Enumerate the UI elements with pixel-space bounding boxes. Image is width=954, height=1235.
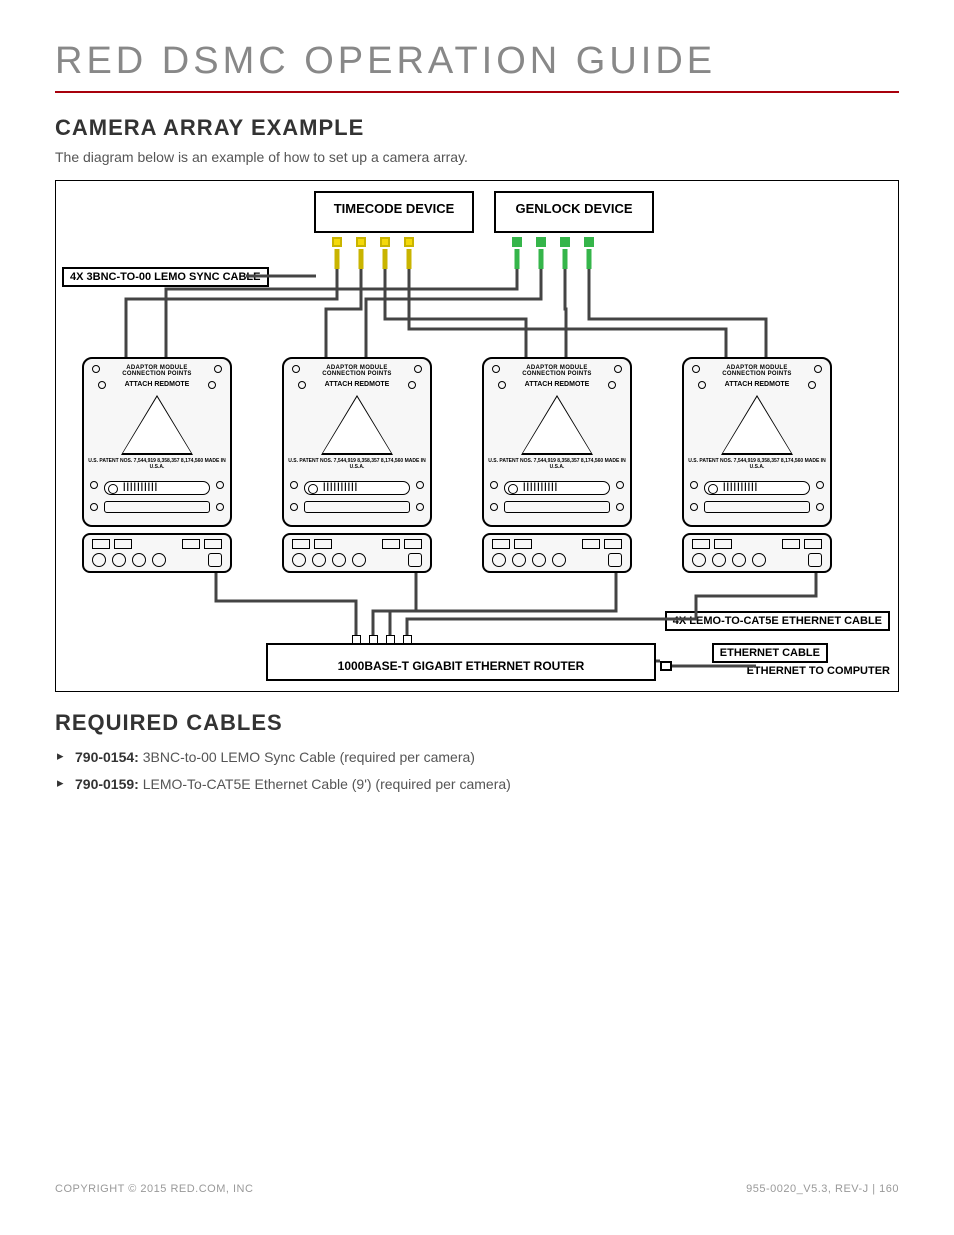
cam-patent-text: U.S. PATENT NOS. 7,544,919 8,358,357 8,1…	[684, 459, 830, 470]
eth-single-label: ETHERNET CABLE	[712, 643, 828, 663]
port-icon	[560, 237, 570, 247]
cam-attach-text: ATTACH REDMOTE	[684, 381, 830, 388]
camera-unit: ADAPTOR MODULE CONNECTION POINTS ATTACH …	[282, 357, 432, 587]
section-body-1: The diagram below is an example of how t…	[55, 147, 899, 168]
genlock-ports	[512, 237, 594, 247]
port-icon	[380, 237, 390, 247]
camera-array-diagram: TIMECODE DEVICE GENLOCK DEVICE 4X 3BNC-T…	[55, 180, 899, 692]
cam-top-text: ADAPTOR MODULE CONNECTION POINTS	[304, 365, 410, 377]
cam-patent-text: U.S. PATENT NOS. 7,544,919 8,358,357 8,1…	[484, 459, 630, 470]
eth-end-icon	[660, 661, 672, 671]
camera-unit: ADAPTOR MODULE CONNECTION POINTS ATTACH …	[82, 357, 232, 587]
eth-cable-label: 4X LEMO-TO-CAT5E ETHERNET CABLE	[665, 611, 890, 631]
cam-patent-text: U.S. PATENT NOS. 7,544,919 8,358,357 8,1…	[84, 459, 230, 470]
router-box: 1000BASE-T GIGABIT ETHERNET ROUTER	[266, 643, 656, 681]
camera-unit: ADAPTOR MODULE CONNECTION POINTS ATTACH …	[682, 357, 832, 587]
list-item: 790-0159: LEMO-To-CAT5E Ethernet Cable (…	[55, 771, 899, 798]
cam-top-text: ADAPTOR MODULE CONNECTION POINTS	[104, 365, 210, 377]
cam-patent-text: U.S. PATENT NOS. 7,544,919 8,358,357 8,1…	[284, 459, 430, 470]
port-icon	[386, 635, 395, 644]
cam-attach-text: ATTACH REDMOTE	[84, 381, 230, 388]
timecode-ports	[332, 237, 414, 247]
footer-docref: 955-0020_V5.3, REV-J | 160	[746, 1183, 899, 1195]
port-icon	[352, 635, 361, 644]
document-title: RED DSMC OPERATION GUIDE	[55, 40, 899, 91]
sync-cable-label: 4X 3BNC-TO-00 LEMO SYNC CABLE	[62, 267, 269, 287]
port-icon	[584, 237, 594, 247]
cable-code: 790-0154:	[75, 749, 139, 765]
section-heading-1: CAMERA ARRAY EXAMPLE	[55, 115, 899, 141]
cam-top-text: ADAPTOR MODULE CONNECTION POINTS	[504, 365, 610, 377]
port-icon	[356, 237, 366, 247]
port-icon	[403, 635, 412, 644]
port-icon	[536, 237, 546, 247]
eth-computer-label: ETHERNET TO COMPUTER	[747, 665, 890, 677]
title-rule	[55, 91, 899, 93]
cables-list: 790-0154: 3BNC-to-00 LEMO Sync Cable (re…	[55, 744, 899, 797]
timecode-device-box: TIMECODE DEVICE	[314, 191, 474, 233]
footer-copyright: COPYRIGHT © 2015 RED.COM, INC	[55, 1183, 253, 1195]
port-icon	[369, 635, 378, 644]
cam-attach-text: ATTACH REDMOTE	[484, 381, 630, 388]
cam-attach-text: ATTACH REDMOTE	[284, 381, 430, 388]
cable-code: 790-0159:	[75, 776, 139, 792]
page-footer: COPYRIGHT © 2015 RED.COM, INC 955-0020_V…	[55, 1183, 899, 1195]
cam-top-text: ADAPTOR MODULE CONNECTION POINTS	[704, 365, 810, 377]
port-icon	[512, 237, 522, 247]
genlock-device-box: GENLOCK DEVICE	[494, 191, 654, 233]
router-ports	[352, 635, 412, 644]
list-item: 790-0154: 3BNC-to-00 LEMO Sync Cable (re…	[55, 744, 899, 771]
cable-desc: LEMO-To-CAT5E Ethernet Cable (9') (requi…	[139, 776, 511, 792]
diagram-container: TIMECODE DEVICE GENLOCK DEVICE 4X 3BNC-T…	[55, 180, 899, 692]
port-icon	[404, 237, 414, 247]
camera-unit: ADAPTOR MODULE CONNECTION POINTS ATTACH …	[482, 357, 632, 587]
section-heading-2: REQUIRED CABLES	[55, 710, 899, 736]
port-icon	[332, 237, 342, 247]
cable-desc: 3BNC-to-00 LEMO Sync Cable (required per…	[139, 749, 475, 765]
